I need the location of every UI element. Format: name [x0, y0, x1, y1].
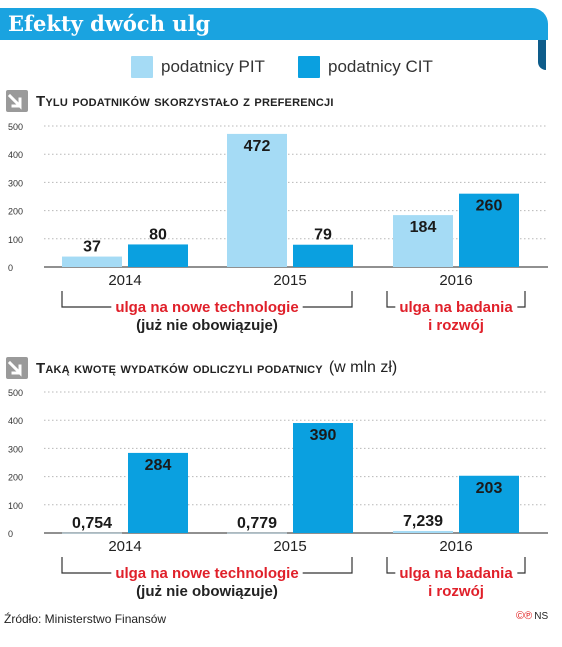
- y-tick-label: 200: [8, 473, 23, 483]
- legend-swatch-cit: [298, 56, 320, 78]
- data-label: 79: [314, 227, 332, 244]
- y-tick-label: 100: [8, 501, 23, 511]
- arrow-down-right-icon: [6, 90, 28, 112]
- bar-pit-2016: [393, 530, 453, 533]
- y-tick-label: 200: [8, 207, 23, 217]
- bar-pit-2016: [393, 215, 453, 267]
- bar-cit-2014: [128, 244, 188, 267]
- group-label-old: ulga na nowe technologie: [115, 299, 298, 316]
- credit-symbols: ©℗: [516, 610, 533, 622]
- y-tick-label: 300: [8, 444, 23, 454]
- data-label: 184: [410, 219, 437, 236]
- group-label-old: ulga na nowe technologie: [115, 565, 298, 582]
- page-title: Efekty dwóch ulg: [8, 11, 211, 36]
- legend-label-cit: podatnicy CIT: [328, 57, 433, 76]
- x-tick-label: 2014: [108, 538, 141, 555]
- legend-item-pit: podatnicy PIT: [131, 56, 265, 78]
- data-label: 390: [310, 427, 337, 444]
- x-tick-label: 2014: [108, 272, 141, 289]
- bar-cit-2016: [459, 193, 519, 267]
- legend-label-pit: podatnicy PIT: [161, 57, 265, 76]
- legend-item-cit: podatnicy CIT: [298, 56, 433, 78]
- data-label: 7,239: [403, 513, 443, 530]
- bar-pit-2015: [227, 133, 287, 267]
- bar-cit-2014: [128, 452, 188, 533]
- x-tick-label: 2016: [439, 272, 472, 289]
- data-label: 260: [476, 198, 503, 215]
- chart-1: 0 100 200 300 400 500 37 80 2014 472 79 2015 184 260 2…: [8, 122, 548, 334]
- credit-initials: NS: [534, 611, 549, 622]
- chart-2-title-text: Taką kwotę wydatków odliczyli podatnicy: [36, 359, 323, 377]
- bar-cit-2015: [293, 244, 353, 267]
- group-label-new: ulga na badania: [399, 565, 513, 582]
- data-label: 0,754: [72, 515, 112, 532]
- bar-cit-2016: [459, 475, 519, 533]
- header-fold: [538, 40, 546, 70]
- legend-swatch-pit: [131, 56, 153, 78]
- group-sublabel-old: (już nie obowiązuje): [136, 583, 278, 600]
- y-tick-label: 0: [8, 529, 13, 539]
- source-note: Źródło: Ministerstwo Finansów: [4, 612, 167, 626]
- data-label: 203: [476, 480, 503, 497]
- data-label: 37: [83, 239, 101, 256]
- bar-cit-2015: [293, 423, 353, 533]
- chart-2-title: Taką kwotę wydatków odliczyli podatnicy …: [6, 357, 397, 379]
- bar-pit-2014: [62, 532, 122, 534]
- chart-2-unit: (w mln zł): [328, 359, 398, 376]
- credit: ©℗ NS: [516, 610, 548, 622]
- chart-1-title: Tylu podatników skorzystało z preferencj…: [6, 90, 334, 112]
- legend: podatnicy PIT podatnicy CIT: [0, 56, 562, 80]
- group-label-new: ulga na badania: [399, 299, 513, 316]
- bar-pit-2015: [227, 532, 287, 534]
- label-knockout: [111, 570, 303, 576]
- y-tick-label: 500: [8, 122, 23, 132]
- label-knockout: [395, 304, 518, 310]
- y-tick-label: 400: [8, 416, 23, 426]
- y-tick-label: 500: [8, 388, 23, 398]
- y-tick-label: 300: [8, 178, 23, 188]
- x-tick-label: 2015: [273, 272, 306, 289]
- group-sublabel-new: i rozwój: [428, 583, 484, 600]
- y-tick-label: 400: [8, 150, 23, 160]
- data-label: 80: [149, 226, 167, 243]
- x-tick-label: 2015: [273, 538, 306, 555]
- y-tick-label: 100: [8, 235, 23, 245]
- chart-2: 0 100 200 300 400 500 0,754 284 2014 0,779 390 2015…: [8, 388, 548, 600]
- bar-pit-2014: [62, 256, 122, 267]
- x-tick-label: 2016: [439, 538, 472, 555]
- arrow-down-right-icon: [6, 357, 28, 379]
- data-label: 284: [145, 457, 172, 474]
- data-label: 0,779: [237, 515, 277, 532]
- group-sublabel-new: i rozwój: [428, 317, 484, 334]
- label-knockout: [395, 570, 518, 576]
- label-knockout: [111, 304, 303, 310]
- group-sublabel-old: (już nie obowiązuje): [136, 317, 278, 334]
- y-tick-label: 0: [8, 263, 13, 273]
- data-label: 472: [244, 138, 271, 155]
- chart-1-title-text: Tylu podatników skorzystało z preferencj…: [36, 92, 334, 110]
- header-bar: Efekty dwóch ulg: [0, 8, 548, 40]
